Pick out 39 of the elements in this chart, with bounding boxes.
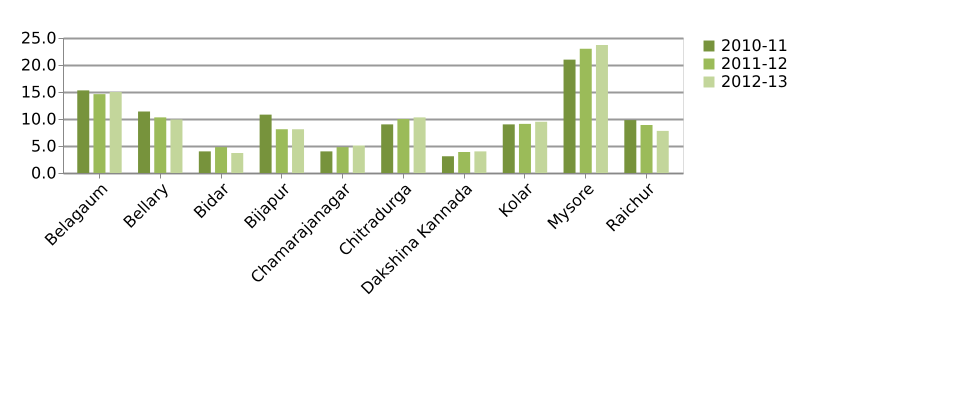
legend-label: 2010-11 (721, 36, 788, 55)
bar (170, 120, 182, 173)
bar (458, 152, 470, 173)
bar (564, 60, 576, 173)
bar (474, 151, 486, 173)
bar (580, 48, 592, 173)
bar (502, 124, 515, 173)
bar (320, 151, 332, 173)
bar (276, 129, 288, 173)
bar (640, 124, 653, 173)
y-tick-label: 25.0 (20, 28, 56, 48)
bar (231, 153, 244, 173)
bar (352, 145, 365, 173)
bar (596, 45, 608, 173)
bar (535, 122, 548, 173)
bar (624, 120, 636, 173)
bar (77, 90, 90, 173)
bar (154, 117, 166, 173)
bar (518, 124, 531, 173)
bar (110, 92, 122, 173)
bar (292, 129, 304, 173)
legend-label: 2012-13 (721, 72, 788, 91)
y-tick-label: 15.0 (20, 82, 56, 102)
bar (93, 94, 106, 173)
legend-label: 2011-12 (721, 54, 788, 73)
bar (260, 114, 272, 173)
y-tick-label: 20.0 (20, 56, 56, 74)
y-tick-label: 10.0 (20, 110, 56, 128)
bar (198, 151, 211, 173)
bar (414, 117, 426, 173)
bar (381, 124, 394, 173)
y-tick-label: 0.0 (31, 164, 56, 182)
bar (656, 130, 669, 173)
bar (442, 156, 454, 173)
bar (336, 147, 349, 173)
bar (138, 111, 150, 173)
y-tick-label: 5.0 (31, 136, 56, 156)
bar (215, 147, 228, 173)
bar (397, 119, 410, 173)
